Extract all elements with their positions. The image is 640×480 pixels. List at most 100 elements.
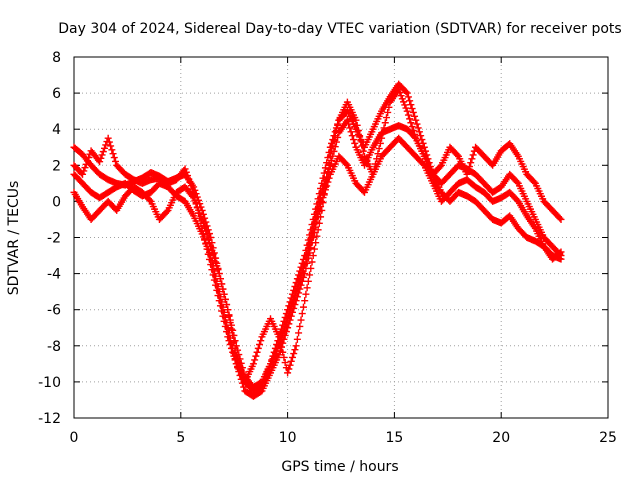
data-point (351, 139, 359, 147)
data-point (214, 292, 222, 300)
data-point (257, 382, 265, 390)
data-point (265, 363, 273, 371)
data-point (219, 285, 227, 293)
data-point (292, 342, 300, 350)
data-point (334, 121, 342, 129)
data-point (342, 160, 350, 168)
data-point (397, 92, 405, 100)
data-point (109, 150, 117, 158)
data-point (279, 348, 287, 356)
data-point (199, 230, 207, 238)
data-point (262, 372, 270, 380)
data-point (85, 154, 93, 162)
data-point (227, 325, 235, 333)
data-point (412, 116, 420, 124)
data-point (557, 215, 565, 223)
data-point (358, 142, 366, 150)
data-point (557, 255, 565, 263)
data-point (256, 341, 264, 349)
data-point (96, 158, 104, 166)
x-tick-label: 20 (492, 430, 510, 446)
data-point (108, 146, 116, 154)
data-point (224, 306, 232, 314)
data-point (240, 383, 248, 391)
data-point (468, 155, 476, 163)
y-tick-label: -2 (47, 231, 61, 247)
data-point (307, 264, 315, 272)
data-point (380, 124, 388, 132)
data-point (347, 128, 355, 136)
data-point (413, 120, 421, 128)
data-point (212, 258, 220, 266)
data-point (465, 163, 473, 171)
data-point (251, 356, 259, 364)
data-point (306, 271, 314, 279)
data-point (297, 272, 305, 280)
y-tick-label: -12 (38, 411, 61, 427)
data-point (98, 151, 106, 159)
grid (74, 57, 608, 418)
data-point (356, 132, 364, 140)
data-point (290, 295, 298, 303)
data-point (202, 240, 210, 248)
data-point (223, 301, 231, 309)
data-point (287, 357, 295, 365)
data-point (182, 168, 190, 176)
data-point (146, 196, 154, 204)
data-point (203, 231, 211, 239)
data-point (208, 266, 216, 274)
data-point (408, 105, 416, 113)
data-point (303, 284, 311, 292)
data-point (201, 235, 209, 243)
data-point (282, 319, 290, 327)
data-point (407, 119, 415, 127)
y-axis-label: SDTVAR / TECUs (6, 181, 22, 296)
data-point (281, 322, 289, 330)
data-point (378, 134, 386, 142)
y-tick-label: 4 (52, 122, 61, 138)
data-point (214, 266, 222, 274)
data-point (210, 254, 218, 262)
data-point (303, 250, 311, 258)
x-axis-label: GPS time / hours (281, 459, 398, 475)
data-point (354, 126, 362, 134)
data-point (374, 150, 382, 158)
y-tick-label: 0 (52, 194, 61, 210)
data-point (321, 164, 329, 172)
data-point (302, 290, 310, 298)
data-point (375, 145, 383, 153)
data-point (295, 280, 303, 288)
data-point (193, 204, 201, 212)
data-point (411, 112, 419, 120)
data-point (185, 175, 193, 183)
data-point (219, 312, 227, 320)
data-point (408, 123, 416, 131)
data-point (402, 88, 410, 96)
data-point (556, 214, 564, 222)
data-point (371, 160, 379, 168)
data-point (220, 290, 228, 298)
data-point (513, 178, 521, 186)
data-point (400, 98, 408, 106)
data-point (264, 366, 272, 374)
data-point (346, 124, 354, 132)
y-tick-label: 2 (52, 158, 61, 174)
data-point (310, 245, 318, 253)
data-point (216, 275, 224, 283)
y-tick-label: -6 (47, 303, 61, 319)
data-point (220, 317, 228, 325)
data-point (321, 177, 329, 185)
data-point (216, 302, 224, 310)
data-point (469, 151, 477, 159)
data-point (192, 199, 200, 207)
data-point (304, 245, 312, 253)
data-point (331, 132, 339, 140)
data-point (319, 199, 327, 207)
series-track-b (70, 134, 565, 400)
data-point (406, 97, 414, 105)
data-point (187, 182, 195, 190)
data-point (210, 276, 218, 284)
data-point (223, 328, 231, 336)
data-point (323, 175, 331, 183)
data-point (83, 157, 91, 165)
